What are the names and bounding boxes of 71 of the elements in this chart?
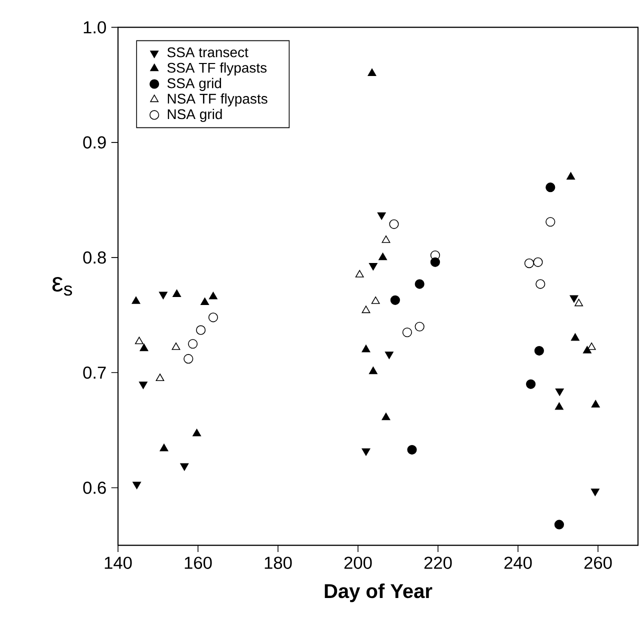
point [362,344,370,352]
point [200,298,210,306]
point [591,400,600,408]
point [184,354,194,364]
point [414,279,424,289]
legend-label: SSA TF flypasts [167,62,267,76]
point [156,374,164,382]
point [382,412,390,420]
point [368,68,376,76]
point [526,379,536,389]
point [430,250,440,260]
legend-label: SSA grid [167,78,222,91]
y-tick-label: 0.7 [83,366,106,379]
point [208,292,218,300]
point [524,258,534,268]
point [132,296,140,304]
legend-label: NSA grid [168,108,222,122]
point [188,339,198,349]
point [534,346,544,356]
point [574,298,584,306]
point [378,252,388,260]
point [172,290,182,297]
y-tick-label: 1.0 [84,21,106,34]
point [555,388,564,396]
x-axis-title: Day of Year [324,583,432,602]
point [430,257,440,267]
x-tick-label: 180 [264,556,292,569]
point [160,444,168,452]
legend-label: NSA TF flypasts [168,93,268,106]
point [389,219,399,229]
y-tick-label: 0.8 [83,251,106,264]
point [208,312,218,322]
point [566,172,576,180]
point [196,325,206,335]
point [180,463,189,471]
point [570,333,580,341]
x-tick-label: 260 [584,556,612,569]
point [132,482,142,490]
point [407,444,417,455]
point [134,336,144,344]
point [402,328,412,338]
x-tick-label: 160 [184,556,212,569]
point [390,295,400,305]
point [140,344,148,352]
point [382,235,390,243]
point [533,257,543,267]
point [546,182,556,192]
x-tick-label: 200 [344,556,372,569]
point [554,520,564,530]
y-tick-label: 0.6 [83,482,106,494]
point [590,488,600,496]
legend-label: SSA transect [167,47,248,58]
point [546,217,556,227]
point [587,342,596,350]
point [362,306,370,314]
x-tick-label: 220 [424,556,452,569]
point [138,382,148,389]
point [368,366,378,374]
point [192,428,202,436]
point [362,448,370,456]
x-tick-label: 140 [104,556,132,569]
x-tick-label: 240 [504,556,532,569]
point [371,296,380,304]
point [414,322,424,332]
point [554,402,564,410]
point [355,270,364,278]
point [536,279,546,289]
y-axis-title: ε$_{s}$ [52,276,72,296]
point [582,346,592,354]
y-tick-label: 0.9 [83,136,106,149]
point [172,342,180,350]
